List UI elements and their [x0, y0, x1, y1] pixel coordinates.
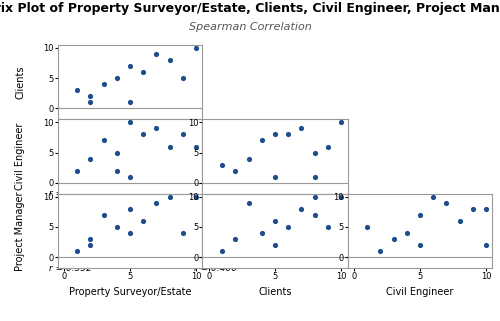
- Point: [482, 206, 490, 211]
- Point: [178, 76, 186, 81]
- Point: [74, 248, 82, 254]
- Point: [86, 242, 94, 247]
- Point: [113, 150, 121, 155]
- Text: Project Manager: Project Manager: [15, 191, 25, 271]
- Point: [74, 168, 82, 173]
- Point: [113, 76, 121, 81]
- Point: [310, 194, 318, 199]
- Point: [166, 57, 173, 63]
- Point: [390, 237, 398, 242]
- Point: [482, 242, 490, 247]
- Point: [244, 156, 252, 161]
- Point: [310, 174, 318, 179]
- Point: [218, 248, 226, 254]
- Text: r = 0.552: r = 0.552: [49, 189, 92, 198]
- Point: [310, 212, 318, 217]
- Point: [442, 200, 450, 205]
- Point: [126, 206, 134, 211]
- Point: [74, 88, 82, 93]
- Point: [113, 224, 121, 230]
- Point: [192, 45, 200, 50]
- Point: [152, 126, 160, 131]
- Point: [416, 212, 424, 217]
- Point: [271, 218, 279, 223]
- Point: [376, 248, 384, 254]
- Point: [337, 194, 345, 199]
- Point: [271, 242, 279, 247]
- Point: [271, 174, 279, 179]
- Point: [152, 200, 160, 205]
- Point: [139, 218, 147, 223]
- Text: Civil Engineer: Civil Engineer: [15, 123, 25, 190]
- Point: [298, 126, 306, 131]
- Point: [113, 168, 121, 173]
- Point: [152, 51, 160, 56]
- Point: [468, 206, 476, 211]
- Point: [192, 144, 200, 149]
- Point: [126, 100, 134, 105]
- Point: [232, 237, 239, 242]
- Point: [86, 100, 94, 105]
- Point: [258, 138, 266, 143]
- Text: Clients: Clients: [15, 65, 25, 99]
- Text: Spearman Correlation: Spearman Correlation: [188, 22, 312, 32]
- Point: [218, 162, 226, 167]
- Point: [244, 200, 252, 205]
- Point: [178, 132, 186, 137]
- Point: [232, 168, 239, 173]
- Point: [86, 156, 94, 161]
- Point: [337, 120, 345, 125]
- Point: [100, 82, 108, 87]
- Point: [192, 194, 200, 199]
- Point: [126, 174, 134, 179]
- Point: [271, 132, 279, 137]
- Point: [126, 120, 134, 125]
- Point: [178, 230, 186, 236]
- Point: [284, 224, 292, 230]
- Point: [258, 230, 266, 236]
- Text: r = 0.406: r = 0.406: [194, 264, 237, 273]
- Point: [324, 144, 332, 149]
- Text: Matrix Plot of Property Surveyor/Estate, Clients, Civil Engineer, Project Manage: Matrix Plot of Property Surveyor/Estate,…: [0, 2, 500, 14]
- Point: [310, 150, 318, 155]
- Point: [324, 224, 332, 230]
- Text: r = 0.552: r = 0.552: [49, 264, 92, 273]
- Point: [126, 230, 134, 236]
- Point: [456, 218, 464, 223]
- Point: [86, 94, 94, 99]
- Point: [416, 242, 424, 247]
- Point: [166, 144, 173, 149]
- Point: [166, 194, 173, 199]
- Point: [429, 194, 437, 199]
- Point: [403, 230, 411, 236]
- Text: Property Surveyor/Estate: Property Surveyor/Estate: [69, 287, 191, 297]
- Point: [284, 132, 292, 137]
- Point: [139, 132, 147, 137]
- Point: [100, 138, 108, 143]
- Text: Civil Engineer: Civil Engineer: [386, 287, 454, 297]
- Point: [298, 206, 306, 211]
- Text: Clients: Clients: [258, 287, 292, 297]
- Point: [126, 64, 134, 69]
- Point: [100, 212, 108, 217]
- Point: [364, 224, 372, 230]
- Point: [139, 70, 147, 75]
- Point: [86, 237, 94, 242]
